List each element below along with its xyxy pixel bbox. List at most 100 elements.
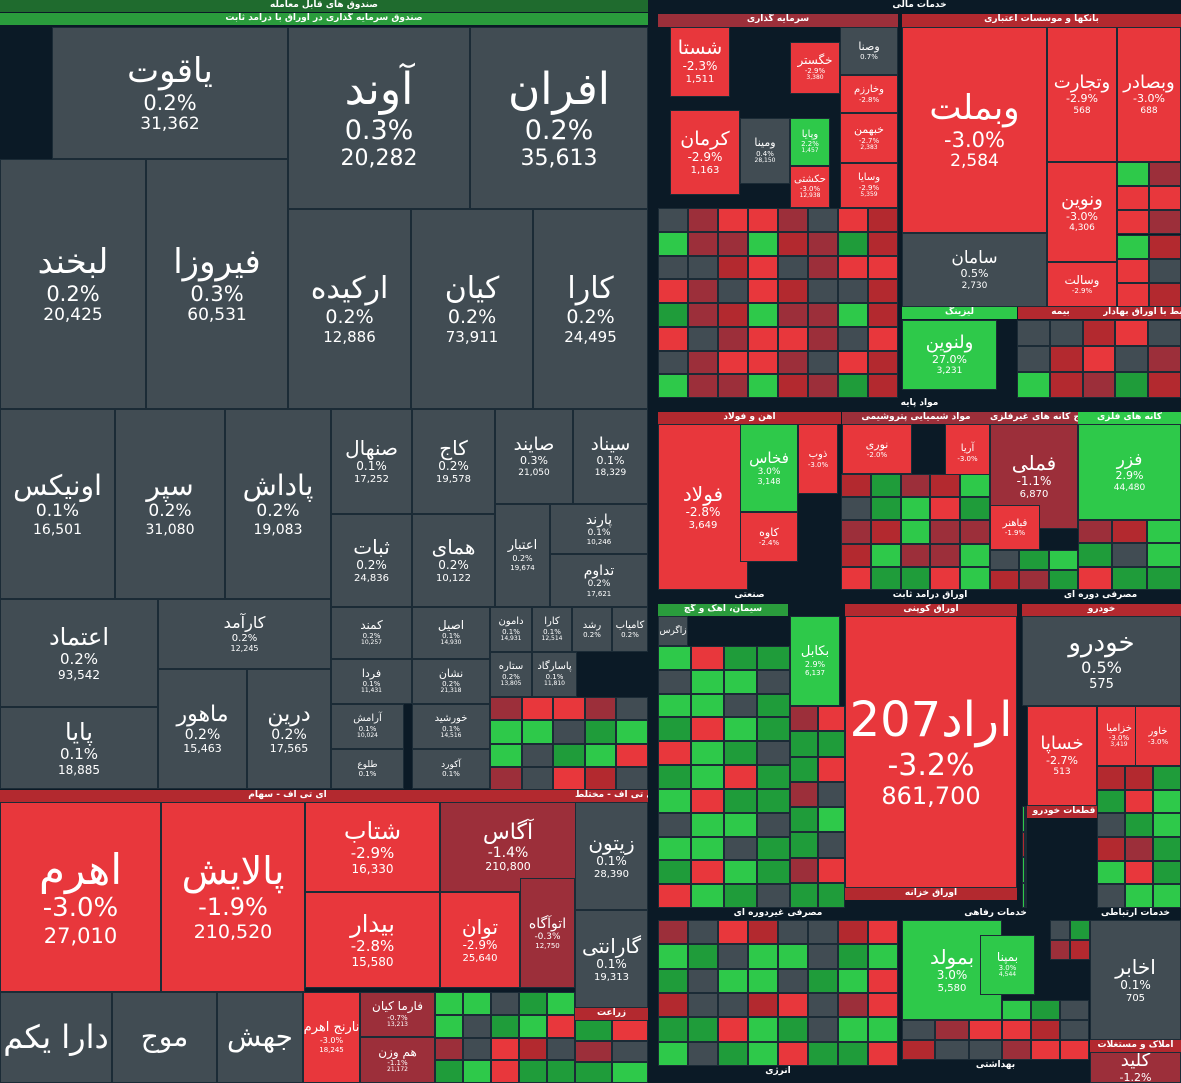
minor-tile[interactable] (688, 920, 718, 945)
minor-tile[interactable] (724, 765, 757, 789)
minor-tile[interactable] (900, 497, 931, 521)
minor-tile[interactable] (1148, 346, 1181, 372)
minor-tile[interactable] (838, 208, 868, 232)
minor-tile[interactable] (584, 766, 617, 790)
minor-tile[interactable] (611, 1041, 648, 1062)
minor-tile[interactable] (724, 788, 757, 813)
minor-tile[interactable] (748, 993, 778, 1018)
minor-tile[interactable] (817, 882, 845, 908)
tile-33[interactable]: آرامش 0.1% 10,024 (331, 704, 404, 749)
minor-tile[interactable] (584, 697, 617, 721)
minor-tile[interactable] (1060, 1020, 1089, 1040)
minor-tile[interactable] (817, 832, 845, 858)
minor-tile[interactable] (748, 1041, 778, 1066)
minor-tile[interactable] (817, 756, 845, 782)
minor-tile[interactable] (688, 303, 718, 327)
minor-tile[interactable] (757, 717, 790, 742)
minor-tile[interactable] (900, 543, 931, 567)
minor-tile[interactable] (808, 208, 838, 232)
minor-tile[interactable] (841, 497, 871, 521)
minor-tile[interactable] (691, 812, 724, 837)
minor-tile[interactable] (688, 255, 718, 280)
minor-tile[interactable] (519, 1014, 547, 1038)
tile-20[interactable]: تداوم 0.2% 17,621 (550, 554, 648, 607)
minor-tile[interactable] (817, 706, 845, 732)
tile-43[interactable]: آگاس -1.4% 210,800 (440, 802, 576, 892)
tile-56[interactable]: خگستر -2.9% 3,380 (790, 42, 840, 94)
minor-tile[interactable] (718, 350, 748, 375)
minor-tile[interactable] (808, 1041, 838, 1066)
minor-tile[interactable] (724, 741, 757, 766)
minor-tile[interactable] (1097, 837, 1125, 861)
minor-tile[interactable] (1060, 1000, 1089, 1020)
minor-tile[interactable] (868, 968, 898, 993)
minor-tile[interactable] (1125, 860, 1153, 885)
tile-27[interactable]: رشد 0.2% (572, 607, 612, 652)
minor-tile[interactable] (616, 720, 648, 744)
minor-tile[interactable] (748, 303, 778, 327)
minor-tile[interactable] (1149, 162, 1181, 187)
tile-18[interactable]: اعتبار 0.2% 19,674 (495, 504, 550, 607)
minor-tile[interactable] (658, 669, 691, 694)
minor-tile[interactable] (1153, 884, 1181, 908)
tile-68[interactable]: ونوین -3.0% 4,306 (1047, 162, 1117, 262)
minor-tile[interactable] (724, 693, 757, 718)
minor-tile[interactable] (838, 944, 868, 969)
minor-tile[interactable] (724, 836, 757, 861)
minor-tile[interactable] (870, 543, 901, 567)
minor-tile[interactable] (817, 857, 845, 883)
minor-tile[interactable] (1097, 789, 1125, 814)
minor-tile[interactable] (757, 669, 790, 694)
tile-86[interactable]: خاور -3.0% (1135, 706, 1181, 766)
minor-tile[interactable] (990, 550, 1020, 570)
minor-tile[interactable] (463, 1037, 491, 1061)
minor-tile[interactable] (1019, 550, 1049, 570)
minor-tile[interactable] (870, 497, 901, 521)
minor-tile[interactable] (808, 374, 838, 398)
minor-tile[interactable] (757, 812, 790, 837)
minor-tile[interactable] (778, 374, 808, 398)
tile-91[interactable]: اخابر 0.1% 705 (1090, 920, 1181, 1040)
tile-13[interactable]: کاج 0.2% 19,578 (412, 409, 495, 514)
minor-tile[interactable] (1097, 884, 1125, 908)
minor-tile[interactable] (1060, 1040, 1089, 1060)
minor-tile[interactable] (930, 566, 961, 590)
minor-tile[interactable] (1125, 837, 1153, 861)
minor-tile[interactable] (1017, 320, 1050, 346)
minor-tile[interactable] (553, 743, 585, 767)
minor-tile[interactable] (790, 882, 818, 908)
minor-tile[interactable] (718, 326, 748, 351)
minor-tile[interactable] (1082, 372, 1116, 398)
minor-tile[interactable] (808, 279, 838, 303)
minor-tile[interactable] (838, 350, 868, 375)
tile-31[interactable]: ستاره 0.2% 13,805 (490, 652, 532, 697)
minor-tile[interactable] (658, 1041, 688, 1066)
minor-tile[interactable] (808, 255, 838, 280)
minor-tile[interactable] (748, 920, 778, 945)
tile-59[interactable]: کرمان -2.9% 1,163 (670, 110, 740, 195)
minor-tile[interactable] (547, 1014, 575, 1038)
minor-tile[interactable] (553, 766, 585, 790)
minor-tile[interactable] (778, 1041, 808, 1066)
minor-tile[interactable] (1149, 210, 1181, 235)
minor-tile[interactable] (1146, 566, 1181, 590)
minor-tile[interactable] (1024, 882, 1027, 908)
minor-tile[interactable] (688, 968, 718, 993)
tile-1[interactable]: یاقوت 0.2% 31,362 (52, 27, 288, 159)
minor-tile[interactable] (808, 968, 838, 993)
minor-tile[interactable] (616, 743, 648, 767)
minor-tile[interactable] (1024, 831, 1027, 857)
minor-tile[interactable] (611, 1020, 648, 1041)
tile-83[interactable]: خودرو 0.5% 575 (1022, 616, 1181, 706)
minor-tile[interactable] (870, 474, 901, 498)
minor-tile[interactable] (838, 326, 868, 351)
tile-21[interactable]: اعتماد 0.2% 93,542 (0, 599, 158, 707)
minor-tile[interactable] (688, 208, 718, 232)
minor-tile[interactable] (1112, 543, 1147, 567)
minor-tile[interactable] (658, 231, 688, 256)
tile-15[interactable]: سیناد 0.1% 18,329 (573, 409, 648, 504)
minor-tile[interactable] (778, 326, 808, 351)
minor-tile[interactable] (808, 944, 838, 969)
minor-tile[interactable] (1146, 543, 1181, 567)
minor-tile[interactable] (1070, 940, 1090, 960)
